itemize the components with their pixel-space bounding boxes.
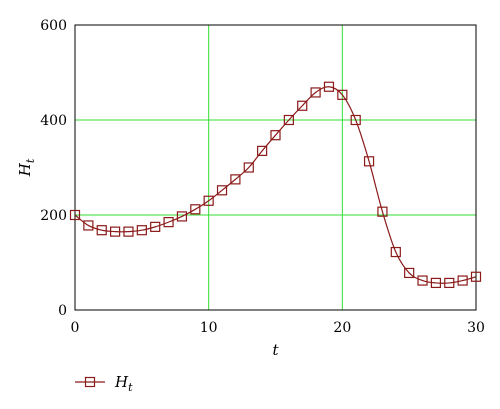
data-point-marker xyxy=(470,271,482,282)
data-point-marker xyxy=(203,195,214,206)
data-point-marker xyxy=(377,206,388,217)
data-point-marker xyxy=(69,209,81,221)
y-tick-label: 600 xyxy=(40,18,67,34)
data-point-marker xyxy=(109,226,121,237)
x-tick-label: 20 xyxy=(333,320,351,336)
x-tick-label: 30 xyxy=(467,320,485,336)
data-point-marker xyxy=(216,185,228,196)
data-point-marker xyxy=(297,100,308,111)
data-point-marker xyxy=(136,225,147,236)
grid-lines xyxy=(75,25,476,310)
y-tick-label: 200 xyxy=(40,208,67,224)
data-point-marker xyxy=(123,226,134,237)
y-axis-label: Ht xyxy=(16,158,37,177)
legend-label-subscript: t xyxy=(128,381,133,394)
svg-text:Ht: Ht xyxy=(16,158,37,177)
data-point-marker xyxy=(190,204,201,215)
data-point-marker xyxy=(390,246,401,258)
data-point-marker xyxy=(176,211,188,222)
series-layer xyxy=(69,81,482,289)
data-point-marker xyxy=(150,221,161,232)
data-point-marker xyxy=(83,220,94,231)
data-point-marker xyxy=(283,114,294,126)
data-point-marker xyxy=(163,217,174,228)
data-point-marker xyxy=(350,114,361,126)
series-line xyxy=(74,86,477,284)
data-point-marker xyxy=(337,89,348,100)
y-tick-label: 400 xyxy=(40,113,67,129)
legend-label-main: H xyxy=(114,373,129,391)
data-point-marker xyxy=(243,162,254,173)
data-point-marker xyxy=(323,81,335,92)
data-point-marker xyxy=(417,275,428,286)
data-point-marker xyxy=(257,145,268,156)
axis-ticks: 0 10 20 30 0 200 400 600 xyxy=(40,18,485,336)
legend: Ht xyxy=(75,373,133,394)
x-tick-label: 0 xyxy=(71,320,80,336)
x-tick-label: 10 xyxy=(200,320,218,336)
legend-marker-square xyxy=(84,376,96,388)
data-point-marker xyxy=(404,267,415,279)
data-point-marker xyxy=(363,156,375,167)
data-point-marker xyxy=(444,277,455,289)
legend-label: Ht xyxy=(114,373,133,394)
y-axis-label-main: H xyxy=(16,162,34,177)
y-axis-label-subscript: t xyxy=(24,158,37,163)
data-point-marker xyxy=(430,277,441,289)
plot-frame xyxy=(74,24,477,311)
data-point-marker xyxy=(230,174,241,185)
data-point-marker xyxy=(270,130,281,141)
data-point-marker xyxy=(96,225,107,236)
data-point-marker xyxy=(457,275,468,286)
x-axis-label: t xyxy=(272,341,279,359)
data-point-marker xyxy=(310,87,321,98)
y-tick-label: 0 xyxy=(58,303,67,319)
